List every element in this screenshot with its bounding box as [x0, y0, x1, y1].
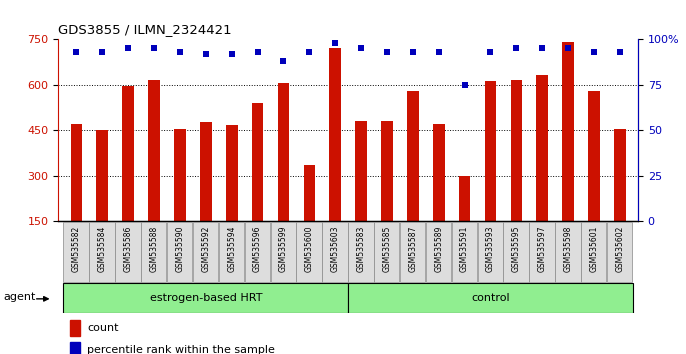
Bar: [278, 83, 289, 221]
Bar: [459, 176, 471, 221]
Point: [355, 45, 366, 51]
Point: [589, 49, 600, 55]
FancyBboxPatch shape: [555, 223, 580, 282]
Text: GSM535595: GSM535595: [512, 225, 521, 272]
FancyBboxPatch shape: [64, 283, 348, 313]
Point: [149, 45, 160, 51]
FancyBboxPatch shape: [400, 223, 425, 282]
FancyBboxPatch shape: [167, 223, 192, 282]
Bar: [563, 42, 574, 221]
Bar: [71, 124, 82, 221]
Text: GSM535597: GSM535597: [538, 225, 547, 272]
Point: [304, 49, 315, 55]
Text: GSM535588: GSM535588: [150, 225, 158, 272]
Text: GSM535599: GSM535599: [279, 225, 288, 272]
Point: [485, 49, 496, 55]
Bar: [70, 342, 80, 354]
Text: agent: agent: [3, 292, 35, 302]
FancyBboxPatch shape: [270, 223, 296, 282]
FancyBboxPatch shape: [219, 223, 244, 282]
Bar: [174, 129, 186, 221]
Point: [71, 49, 82, 55]
Point: [511, 45, 522, 51]
Bar: [252, 103, 263, 221]
Text: GSM535593: GSM535593: [486, 225, 495, 272]
Point: [200, 51, 211, 56]
Bar: [588, 91, 600, 221]
FancyBboxPatch shape: [245, 223, 270, 282]
Text: GSM535587: GSM535587: [408, 225, 417, 272]
Point: [536, 45, 547, 51]
Bar: [381, 121, 393, 221]
Point: [123, 45, 134, 51]
FancyBboxPatch shape: [141, 223, 167, 282]
Point: [330, 40, 341, 45]
Bar: [226, 125, 237, 221]
FancyBboxPatch shape: [374, 223, 399, 282]
Bar: [122, 86, 134, 221]
Point: [174, 49, 185, 55]
Bar: [355, 121, 367, 221]
FancyBboxPatch shape: [581, 223, 606, 282]
Bar: [614, 129, 626, 221]
Text: GSM535585: GSM535585: [383, 225, 392, 272]
Text: GSM535582: GSM535582: [72, 225, 81, 272]
Point: [615, 49, 626, 55]
Bar: [510, 80, 522, 221]
Text: percentile rank within the sample: percentile rank within the sample: [87, 346, 275, 354]
Text: estrogen-based HRT: estrogen-based HRT: [150, 293, 262, 303]
Text: GSM535594: GSM535594: [227, 225, 236, 272]
Bar: [407, 91, 418, 221]
FancyBboxPatch shape: [322, 223, 348, 282]
FancyBboxPatch shape: [477, 223, 503, 282]
FancyBboxPatch shape: [348, 283, 632, 313]
FancyBboxPatch shape: [193, 223, 218, 282]
Point: [97, 49, 108, 55]
FancyBboxPatch shape: [451, 223, 477, 282]
Text: GSM535603: GSM535603: [331, 225, 340, 272]
FancyBboxPatch shape: [426, 223, 451, 282]
Bar: [148, 80, 160, 221]
Point: [252, 49, 263, 55]
Bar: [329, 48, 341, 221]
Text: GSM535592: GSM535592: [201, 225, 211, 272]
FancyBboxPatch shape: [64, 223, 89, 282]
Text: GSM535583: GSM535583: [357, 225, 366, 272]
FancyBboxPatch shape: [607, 223, 632, 282]
FancyBboxPatch shape: [115, 223, 141, 282]
FancyBboxPatch shape: [348, 223, 373, 282]
Text: GSM535598: GSM535598: [564, 225, 573, 272]
Text: GSM535591: GSM535591: [460, 225, 469, 272]
Text: GSM535601: GSM535601: [589, 225, 598, 272]
Point: [563, 45, 573, 51]
Bar: [200, 122, 212, 221]
Bar: [303, 165, 315, 221]
Bar: [536, 75, 548, 221]
Point: [407, 49, 418, 55]
Text: GSM535589: GSM535589: [434, 225, 443, 272]
FancyBboxPatch shape: [296, 223, 322, 282]
Point: [459, 82, 470, 87]
Text: GSM535602: GSM535602: [615, 225, 624, 272]
Text: GSM535584: GSM535584: [98, 225, 107, 272]
FancyBboxPatch shape: [504, 223, 529, 282]
Point: [434, 49, 445, 55]
Point: [381, 49, 392, 55]
Bar: [70, 320, 80, 336]
Bar: [484, 81, 496, 221]
Text: control: control: [471, 293, 510, 303]
Text: count: count: [87, 323, 119, 333]
Bar: [433, 124, 445, 221]
Point: [226, 51, 237, 56]
Text: GSM535586: GSM535586: [123, 225, 132, 272]
Bar: [97, 130, 108, 221]
Point: [278, 58, 289, 64]
Text: GDS3855 / ILMN_2324421: GDS3855 / ILMN_2324421: [58, 23, 232, 36]
Text: GSM535596: GSM535596: [253, 225, 262, 272]
Text: GSM535600: GSM535600: [305, 225, 314, 272]
FancyBboxPatch shape: [530, 223, 555, 282]
Text: GSM535590: GSM535590: [176, 225, 185, 272]
FancyBboxPatch shape: [89, 223, 115, 282]
